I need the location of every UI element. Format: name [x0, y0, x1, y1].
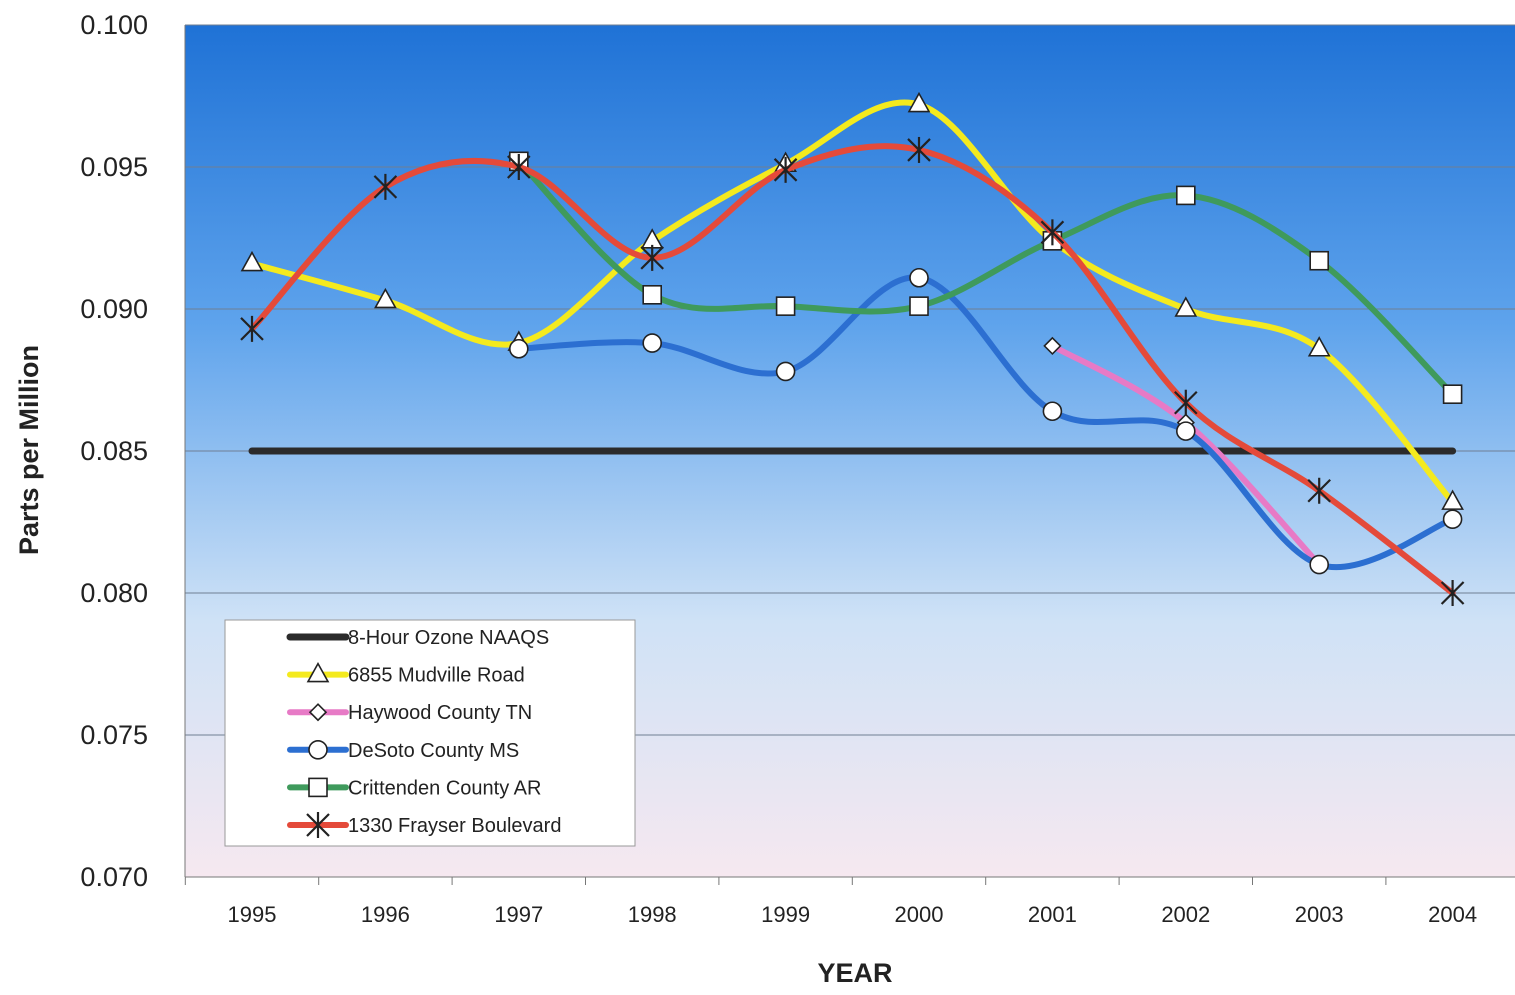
data-point-triangle	[1174, 296, 1198, 317]
data-point-asterisk	[907, 136, 931, 163]
y-tick-label: 0.070	[80, 862, 148, 892]
data-point-asterisk	[1040, 219, 1065, 246]
legend-marker-diamond	[308, 703, 328, 722]
legend-item: Crittenden County AR	[287, 777, 541, 799]
data-point-asterisk	[1440, 580, 1465, 606]
legend-item: 8-Hour Ozone NAAQS	[286, 627, 549, 649]
legend: 8-Hour Ozone NAAQS 6855 Mudville Road Hayw…	[224, 619, 636, 847]
y-tick-label: 0.090	[80, 294, 148, 324]
data-point-asterisk	[1307, 477, 1331, 504]
data-point-square	[1309, 250, 1329, 271]
series-3	[508, 267, 1463, 575]
data-point-square	[909, 296, 929, 316]
data-point-asterisk	[507, 154, 531, 180]
data-point-diamond	[1043, 336, 1062, 356]
data-point-triangle	[907, 91, 931, 113]
y-tick-label: 0.075	[80, 720, 148, 750]
data-point-triangle	[1441, 489, 1464, 510]
legend-label: 8-Hour Ozone NAAQS	[348, 627, 549, 649]
x-tick-label: 2003	[1295, 902, 1344, 927]
series-line	[249, 143, 1456, 596]
data-point-asterisk	[640, 244, 664, 271]
legend-label: DeSoto County MS	[348, 740, 519, 762]
legend-item: 1330 Frayser Boulevard	[287, 812, 561, 838]
legend-box	[224, 619, 636, 847]
x-axis: 1995 1996 1997 1998 1999 2000 2001 2002 2003 2004	[184, 876, 1515, 927]
data-point-asterisk	[1174, 389, 1198, 416]
y-tick-label: 0.085	[80, 436, 148, 466]
data-point-asterisk	[773, 156, 798, 183]
x-tick-label: 2000	[895, 902, 944, 927]
data-point-square	[775, 296, 796, 316]
data-point-circle	[508, 338, 529, 359]
data-point-circle	[1442, 509, 1463, 529]
legend-marker-circle	[308, 739, 328, 760]
data-point-circle	[1309, 554, 1329, 575]
data-point-triangle	[1307, 336, 1331, 357]
legend-label: Crittenden County AR	[348, 777, 541, 799]
series-line	[515, 274, 1456, 571]
x-axis-title: YEAR	[817, 958, 892, 988]
series-5	[240, 136, 1465, 606]
y-axis-title: Parts per Million	[14, 345, 44, 555]
data-point-square	[642, 284, 663, 305]
legend-label: 1330 Frayser Boulevard	[348, 815, 561, 837]
legend-label: Haywood County TN	[348, 702, 532, 724]
data-point-square	[1442, 384, 1463, 405]
legend-marker-square	[308, 777, 328, 798]
x-tick-label: 1996	[361, 902, 410, 927]
data-point-square	[1176, 185, 1196, 206]
data-point-circle	[1042, 401, 1063, 422]
data-point-asterisk	[373, 173, 398, 200]
x-tick-label: 1999	[761, 902, 810, 927]
legend-item: DeSoto County MS	[287, 739, 519, 762]
data-point-circle	[642, 333, 663, 353]
data-point-circle	[775, 361, 796, 382]
y-tick-label: 0.100	[80, 10, 148, 40]
legend-item: Haywood County TN	[287, 702, 532, 724]
y-tick-label: 0.095	[80, 152, 148, 182]
x-tick-label: 1997	[494, 902, 543, 927]
legend-marker-triangle	[306, 661, 330, 683]
data-point-circle	[1176, 421, 1196, 441]
legend-item: 6855 Mudville Road	[287, 661, 525, 687]
data-point-asterisk	[240, 315, 264, 342]
data-point-triangle	[374, 287, 397, 309]
y-tick-label: 0.080	[80, 578, 148, 608]
x-tick-label: 2004	[1428, 902, 1477, 927]
x-tick-label: 1998	[628, 902, 677, 927]
data-point-circle	[909, 267, 929, 288]
x-tick-label: 2002	[1161, 902, 1210, 927]
x-tick-label: 2001	[1028, 902, 1077, 927]
data-point-triangle	[240, 250, 264, 272]
legend-label: 6855 Mudville Road	[348, 665, 525, 687]
y-axis: 0.070 0.075 0.080 0.085 0.090 0.095 0.100	[80, 10, 186, 892]
legend-marker-asterisk	[306, 812, 330, 838]
x-tick-label: 1995	[228, 902, 277, 927]
series-line	[249, 99, 1456, 506]
series-lines	[240, 91, 1465, 606]
